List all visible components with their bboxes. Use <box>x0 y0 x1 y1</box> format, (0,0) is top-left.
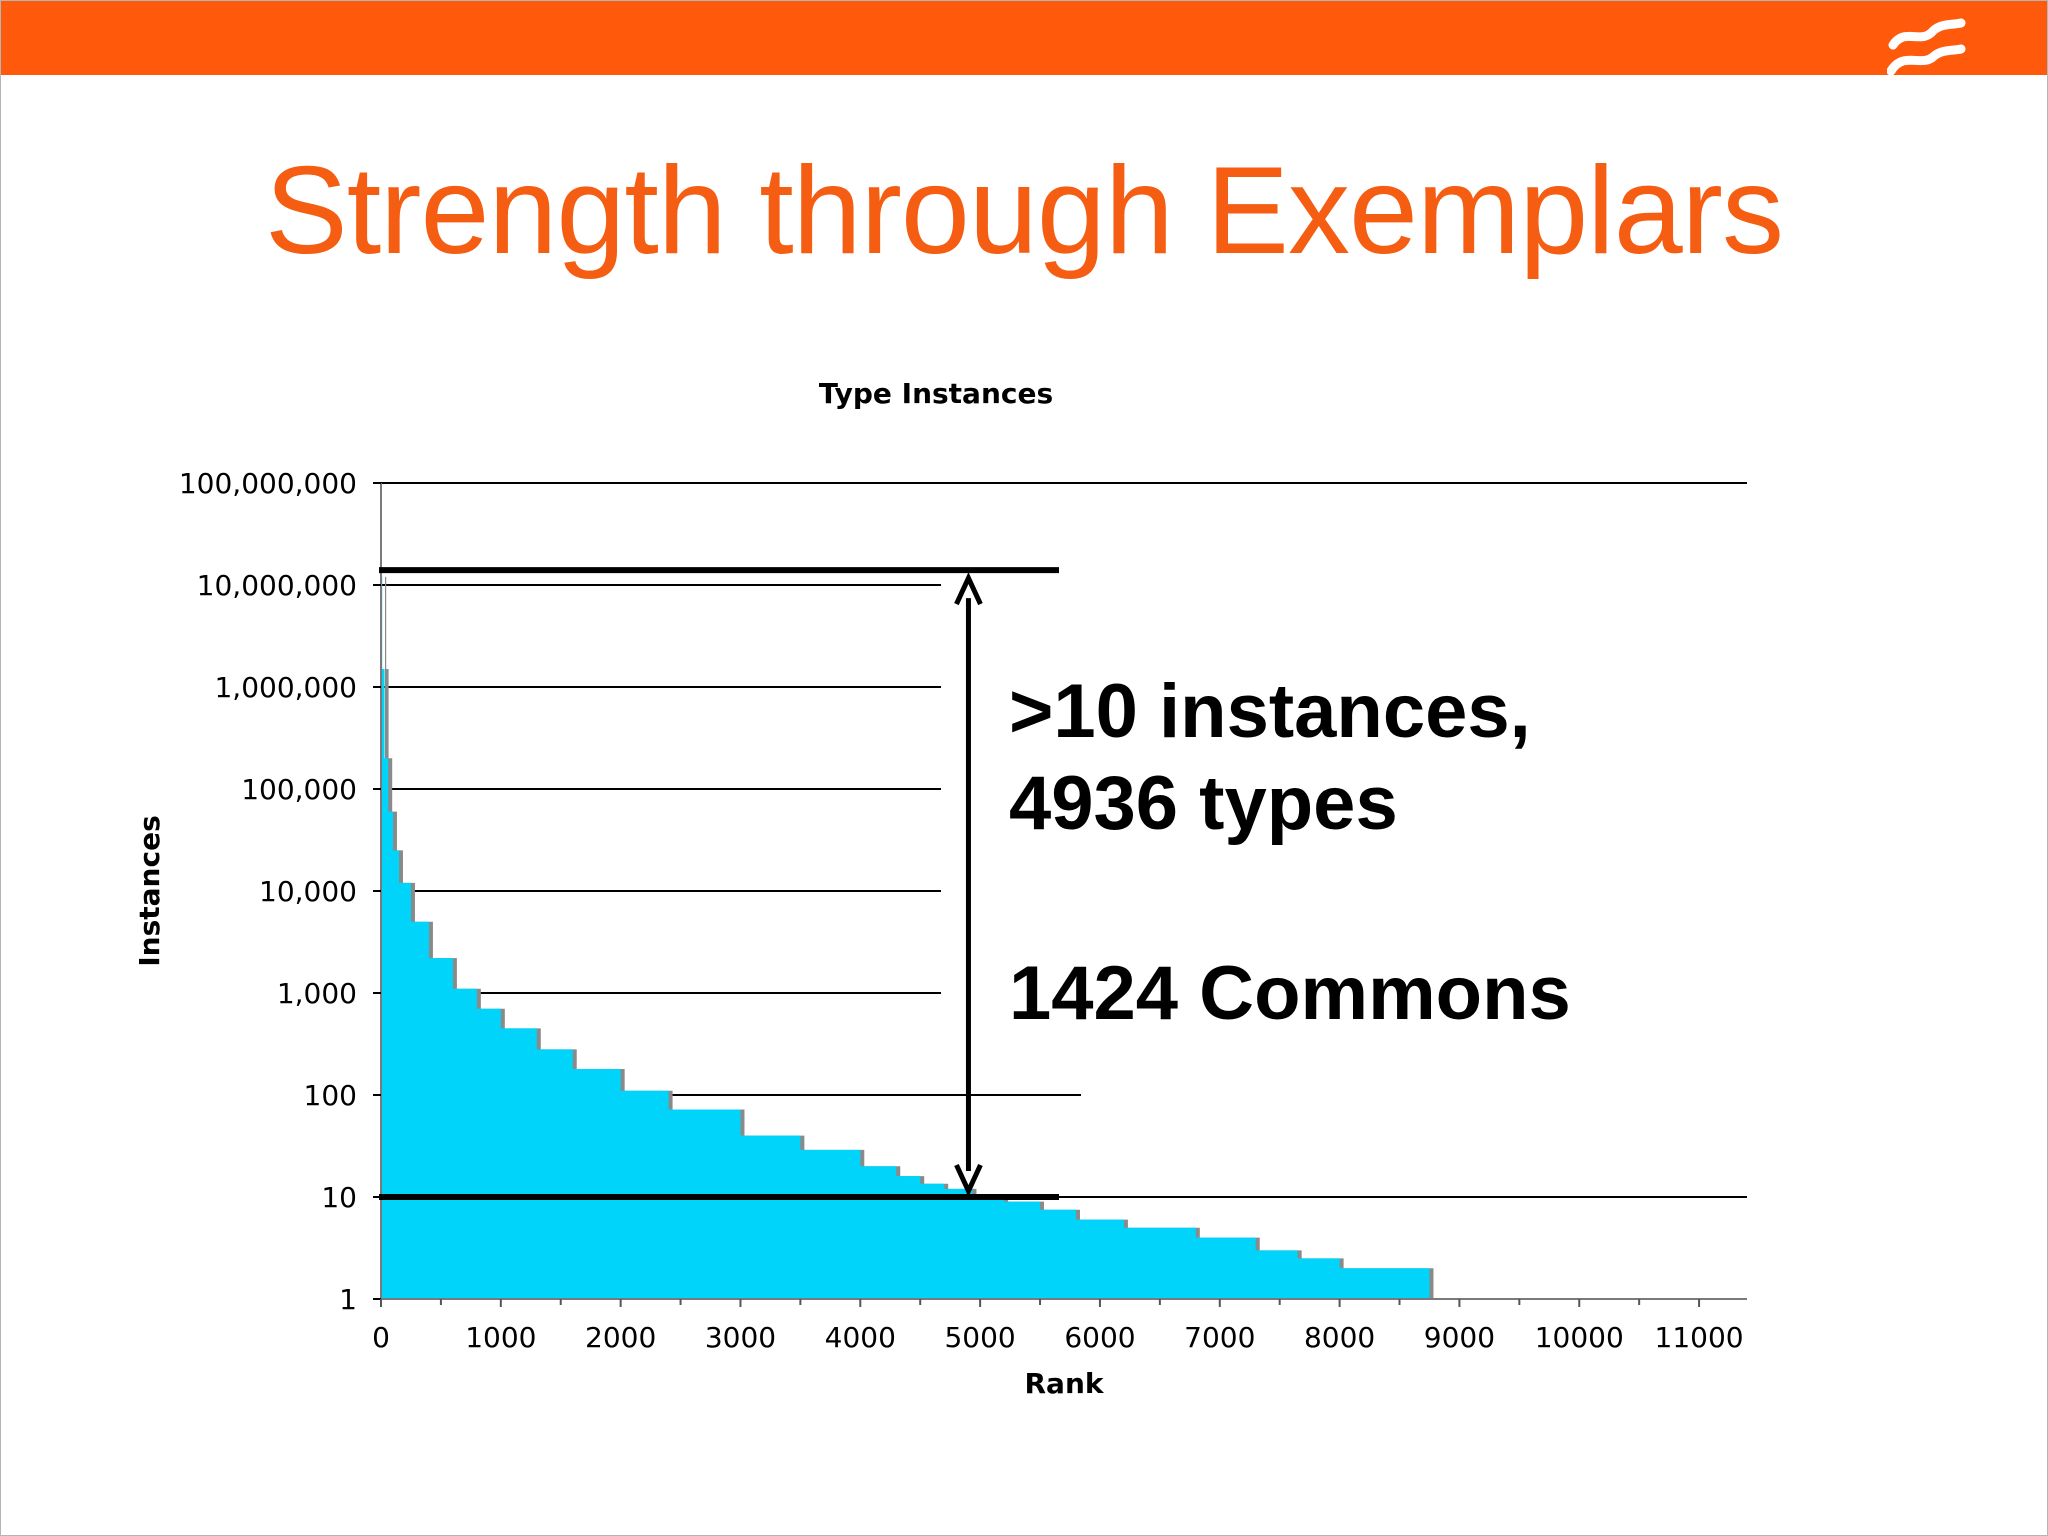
x-tick-label: 0 <box>372 1321 390 1354</box>
callout-text: >10 instances, <box>1009 669 1531 754</box>
callout-text: 1424 Commons <box>1009 951 1571 1036</box>
header-bar <box>1 1 2047 75</box>
x-tick-label: 11000 <box>1655 1321 1744 1354</box>
x-tick-label: 10000 <box>1535 1321 1624 1354</box>
range-arrow-head-down <box>954 1163 983 1197</box>
y-tick-label: 100,000 <box>241 773 357 806</box>
chart-title: Type Instances <box>819 377 1053 410</box>
callout-panel <box>941 571 1747 1091</box>
y-tick-label: 1 <box>339 1283 357 1316</box>
x-tick-label: 4000 <box>825 1321 896 1354</box>
y-tick-label: 1,000,000 <box>214 671 357 704</box>
y-tick-label: 10 <box>321 1181 357 1214</box>
y-tick-label: 100,000,000 <box>179 467 357 500</box>
slide-title: Strength through Exemplars <box>265 142 1784 280</box>
y-axis-title: Instances <box>133 815 166 966</box>
x-tick-label: 7000 <box>1184 1321 1255 1354</box>
x-tick-label: 1000 <box>465 1321 536 1354</box>
x-tick-label: 5000 <box>944 1321 1015 1354</box>
y-tick-label: 10,000 <box>259 875 357 908</box>
x-tick-label: 3000 <box>705 1321 776 1354</box>
wave-lines-icon <box>1887 18 1966 76</box>
x-tick-label: 8000 <box>1304 1321 1375 1354</box>
y-tick-label: 10,000,000 <box>197 569 357 602</box>
callout-panel-lower <box>1081 1091 1747 1181</box>
callout-text: 4936 types <box>1009 761 1398 846</box>
x-tick-label: 9000 <box>1424 1321 1495 1354</box>
y-tick-label: 1,000 <box>277 977 357 1010</box>
x-tick-label: 2000 <box>585 1321 656 1354</box>
series-area <box>381 576 1430 1299</box>
x-axis-title: Rank <box>1024 1367 1104 1400</box>
range-arrow-head-up <box>954 572 983 606</box>
y-tick-label: 100 <box>304 1079 357 1112</box>
x-tick-label: 6000 <box>1064 1321 1135 1354</box>
